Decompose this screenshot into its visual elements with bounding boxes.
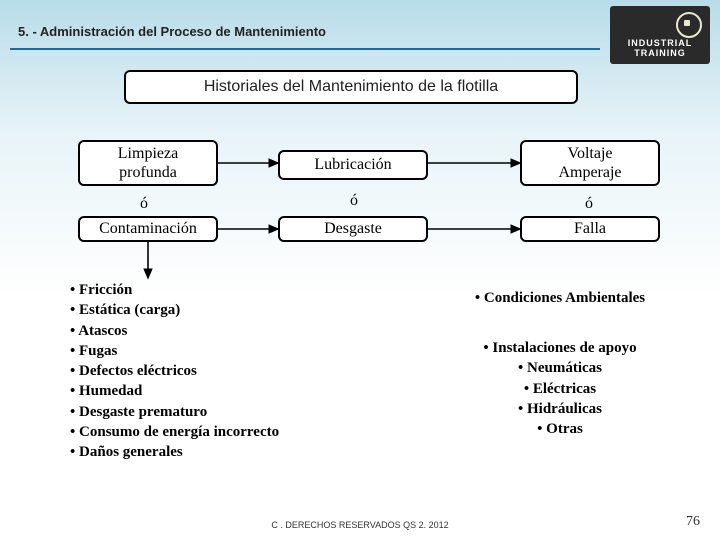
- right-title: Condiciones Ambientales: [430, 288, 690, 308]
- slide: 5. - Administración del Proceso de Mante…: [0, 0, 720, 540]
- gear-icon: [676, 12, 702, 38]
- node-contaminacion: Contaminación: [78, 216, 218, 242]
- bullet-item: Fricción: [70, 280, 279, 300]
- logo-line1: INDUSTRIAL: [628, 38, 693, 48]
- right-sub-item: Otras: [460, 419, 660, 439]
- bullet-item: Desgaste prematuro: [70, 402, 279, 422]
- node-lubricacion: Lubricación: [278, 150, 428, 180]
- right-sub-title: Instalaciones de apoyo: [460, 338, 660, 358]
- logo-line2: TRAINING: [634, 48, 686, 58]
- left-bullets: FricciónEstática (carga)AtascosFugasDefe…: [70, 280, 279, 462]
- node-limpieza: Limpieza profunda: [78, 140, 218, 186]
- header-divider: [10, 48, 600, 50]
- right-sub-item: Hidráulicas: [460, 399, 660, 419]
- right-sub-item: Neumáticas: [460, 358, 660, 378]
- node-falla: Falla: [520, 216, 660, 242]
- or-label-3: ó: [585, 195, 593, 213]
- bullet-item: Atascos: [70, 321, 279, 341]
- right-sub-bullets: Instalaciones de apoyoNeumáticasEléctric…: [460, 338, 660, 439]
- subtitle-box: Historiales del Mantenimiento de la flot…: [124, 70, 578, 104]
- bullet-item: Fugas: [70, 341, 279, 361]
- footer-text: C . DERECHOS RESERVADOS QS 2. 2012: [0, 520, 720, 530]
- logo-badge: INDUSTRIAL TRAINING: [610, 6, 710, 64]
- or-label-1: ó: [140, 195, 148, 213]
- bullet-item: Humedad: [70, 381, 279, 401]
- section-title: 5. - Administración del Proceso de Mante…: [18, 24, 326, 39]
- page-number: 76: [686, 514, 700, 530]
- bullet-item: Consumo de energía incorrecto: [70, 422, 279, 442]
- right-sub-item: Eléctricas: [460, 379, 660, 399]
- bullet-item: Defectos eléctricos: [70, 361, 279, 381]
- bullet-item: Estática (carga): [70, 300, 279, 320]
- node-voltaje: Voltaje Amperaje: [520, 140, 660, 186]
- right-title-text: Condiciones Ambientales: [430, 288, 690, 308]
- bullet-item: Daños generales: [70, 442, 279, 462]
- or-label-2: ó: [350, 192, 358, 210]
- node-desgaste: Desgaste: [278, 216, 428, 242]
